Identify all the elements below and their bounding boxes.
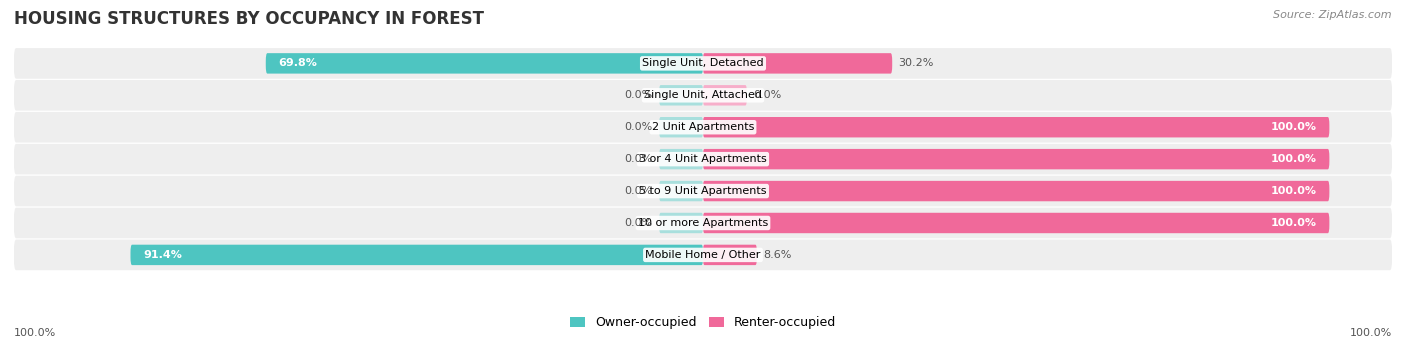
FancyBboxPatch shape: [14, 80, 1392, 110]
FancyBboxPatch shape: [659, 149, 703, 169]
Text: 100.0%: 100.0%: [14, 328, 56, 338]
FancyBboxPatch shape: [703, 149, 1329, 169]
Text: 100.0%: 100.0%: [1271, 218, 1317, 228]
Text: 2 Unit Apartments: 2 Unit Apartments: [652, 122, 754, 132]
Text: 0.0%: 0.0%: [754, 90, 782, 100]
Text: 0.0%: 0.0%: [624, 218, 652, 228]
Legend: Owner-occupied, Renter-occupied: Owner-occupied, Renter-occupied: [565, 311, 841, 334]
Text: Mobile Home / Other: Mobile Home / Other: [645, 250, 761, 260]
FancyBboxPatch shape: [703, 85, 747, 106]
FancyBboxPatch shape: [659, 85, 703, 106]
Text: 30.2%: 30.2%: [898, 58, 934, 68]
Text: 0.0%: 0.0%: [624, 186, 652, 196]
Text: 100.0%: 100.0%: [1271, 122, 1317, 132]
Text: 100.0%: 100.0%: [1271, 186, 1317, 196]
Text: Single Unit, Detached: Single Unit, Detached: [643, 58, 763, 68]
FancyBboxPatch shape: [14, 144, 1392, 174]
Text: HOUSING STRUCTURES BY OCCUPANCY IN FOREST: HOUSING STRUCTURES BY OCCUPANCY IN FORES…: [14, 10, 484, 28]
Text: Source: ZipAtlas.com: Source: ZipAtlas.com: [1274, 10, 1392, 20]
FancyBboxPatch shape: [266, 53, 703, 74]
FancyBboxPatch shape: [14, 48, 1392, 79]
FancyBboxPatch shape: [703, 53, 893, 74]
Text: 0.0%: 0.0%: [624, 90, 652, 100]
FancyBboxPatch shape: [14, 240, 1392, 270]
FancyBboxPatch shape: [659, 117, 703, 137]
Text: 0.0%: 0.0%: [624, 122, 652, 132]
FancyBboxPatch shape: [14, 208, 1392, 238]
FancyBboxPatch shape: [659, 213, 703, 233]
FancyBboxPatch shape: [14, 112, 1392, 143]
Text: 100.0%: 100.0%: [1350, 328, 1392, 338]
FancyBboxPatch shape: [703, 245, 756, 265]
FancyBboxPatch shape: [703, 117, 1329, 137]
FancyBboxPatch shape: [703, 181, 1329, 201]
Text: 91.4%: 91.4%: [143, 250, 181, 260]
Text: 10 or more Apartments: 10 or more Apartments: [638, 218, 768, 228]
Text: 5 to 9 Unit Apartments: 5 to 9 Unit Apartments: [640, 186, 766, 196]
Text: 0.0%: 0.0%: [624, 154, 652, 164]
FancyBboxPatch shape: [659, 181, 703, 201]
Text: 3 or 4 Unit Apartments: 3 or 4 Unit Apartments: [640, 154, 766, 164]
FancyBboxPatch shape: [14, 176, 1392, 206]
Text: 100.0%: 100.0%: [1271, 154, 1317, 164]
FancyBboxPatch shape: [131, 245, 703, 265]
Text: 69.8%: 69.8%: [278, 58, 318, 68]
Text: Single Unit, Attached: Single Unit, Attached: [644, 90, 762, 100]
FancyBboxPatch shape: [703, 213, 1329, 233]
Text: 8.6%: 8.6%: [763, 250, 792, 260]
